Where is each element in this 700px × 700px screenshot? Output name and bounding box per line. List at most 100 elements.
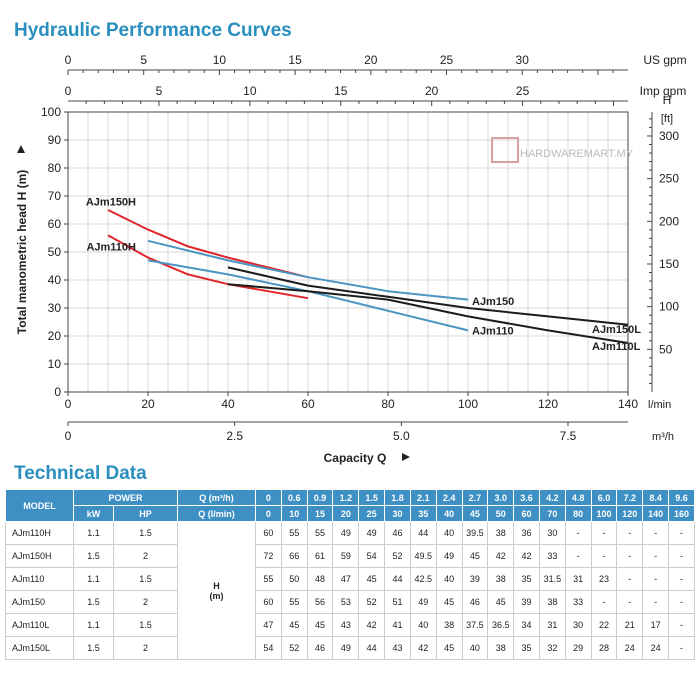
q-m3h-cell: 8.4 xyxy=(642,489,670,506)
value-cell: 35 xyxy=(513,636,540,660)
value-cell: - xyxy=(668,544,695,568)
value-cell: 55 xyxy=(280,590,308,614)
value-cell: 61 xyxy=(306,544,334,568)
feet-tick-label: 100 xyxy=(659,300,679,314)
value-cell: 49 xyxy=(435,544,463,568)
value-cell: 42 xyxy=(513,544,540,568)
feet-unit-label-bottom: [ft] xyxy=(661,113,673,125)
value-cell: 38 xyxy=(487,636,515,660)
q-m3h-header: Q (m³/h) xyxy=(177,489,257,506)
value-cell: - xyxy=(668,613,695,637)
value-cell: - xyxy=(564,521,592,545)
model-cell: AJm150H xyxy=(5,544,74,568)
value-cell: 38 xyxy=(435,613,463,637)
hp-cell: 2 xyxy=(112,544,179,568)
model-cell: AJm110H xyxy=(5,521,74,545)
m3h-unit-label: m³/h xyxy=(652,431,674,443)
feet-tick-label: 250 xyxy=(659,172,679,186)
value-cell: 60 xyxy=(255,521,282,545)
value-cell: - xyxy=(642,521,670,545)
imp-gpm-tick-label: 5 xyxy=(156,84,163,98)
watermark: HARDWAREMART.MY xyxy=(491,137,634,163)
x-axis-title: Capacity Q xyxy=(324,451,387,465)
q-m3h-cell: 4.2 xyxy=(538,489,566,506)
watermark-logo-icon xyxy=(491,137,519,163)
value-cell: 44 xyxy=(384,567,411,591)
us-gpm-tick-label: 25 xyxy=(440,53,454,67)
watermark-text: HARDWAREMART.MY xyxy=(520,148,634,160)
value-cell: 17 xyxy=(642,613,670,637)
value-cell: 40 xyxy=(435,567,463,591)
value-cell: 52 xyxy=(280,636,308,660)
value-cell: 54 xyxy=(358,544,386,568)
value-cell: 39 xyxy=(461,567,489,591)
y-axis-arrow-icon xyxy=(17,145,25,153)
value-cell: 45 xyxy=(358,567,386,591)
feet-tick-label: 150 xyxy=(659,257,679,271)
value-cell: 51 xyxy=(384,590,411,614)
value-cell: 30 xyxy=(564,613,592,637)
q-m3h-cell: 7.2 xyxy=(616,489,644,506)
q-lmin-cell: 30 xyxy=(384,505,411,522)
q-lmin-cell: 100 xyxy=(590,505,618,522)
x-unit-label: l/min xyxy=(648,399,671,411)
q-m3h-cell: 2.7 xyxy=(461,489,489,506)
y-tick-label: 100 xyxy=(41,105,61,119)
value-cell: - xyxy=(564,544,592,568)
value-cell: 60 xyxy=(255,590,282,614)
q-lmin-cell: 15 xyxy=(306,505,334,522)
value-cell: 24 xyxy=(642,636,670,660)
series-label: AJm150H xyxy=(86,197,136,209)
hp-cell: 1.5 xyxy=(112,567,179,591)
value-cell: 54 xyxy=(255,636,282,660)
model-cell: AJm110L xyxy=(5,613,74,637)
q-lmin-cell: 70 xyxy=(538,505,566,522)
value-cell: 44 xyxy=(409,521,437,545)
x-tick-label: 60 xyxy=(301,397,315,411)
m3h-tick-label: 7.5 xyxy=(560,429,577,443)
y-tick-label: 30 xyxy=(48,301,62,315)
kw-cell: 1.5 xyxy=(73,636,114,660)
value-cell: 72 xyxy=(255,544,282,568)
q-m3h-cell: 0.9 xyxy=(306,489,334,506)
value-cell: - xyxy=(590,590,618,614)
table-row: AJm110H 1.1 1.5 H (m) 60 55 55 49 49 46 44 40 39.5 38 3… xyxy=(5,521,695,660)
value-cell: 31.5 xyxy=(538,567,566,591)
feet-tick-label: 200 xyxy=(659,214,679,228)
value-cell: 46 xyxy=(461,590,489,614)
tech-data-title: Technical Data xyxy=(14,463,147,484)
value-cell: 23 xyxy=(590,567,618,591)
value-cell: 46 xyxy=(384,521,411,545)
q-m3h-cell: 3.6 xyxy=(513,489,540,506)
kw-header: kW xyxy=(73,505,114,522)
value-cell: 49 xyxy=(358,521,386,545)
value-cell: - xyxy=(642,567,670,591)
feet-tick-label: 300 xyxy=(659,129,679,143)
value-cell: - xyxy=(668,521,695,545)
value-cell: - xyxy=(590,544,618,568)
table-row: AJm110 1.1 1.5 55 50 48 47 45 44 42.5 40 39 38 35 31.5… xyxy=(5,567,695,591)
imp-gpm-tick-label: 0 xyxy=(65,84,72,98)
q-m3h-cell: 9.6 xyxy=(668,489,695,506)
series-line-ajm150h xyxy=(107,209,309,279)
chart-series xyxy=(107,209,629,344)
value-cell: 30 xyxy=(538,521,566,545)
series-label: AJm110 xyxy=(472,325,514,337)
kw-cell: 1.5 xyxy=(73,590,114,614)
x-tick-label: 100 xyxy=(458,397,478,411)
value-cell: 50 xyxy=(280,567,308,591)
q-m3h-cell: 2.4 xyxy=(435,489,463,506)
q-lmin-cell: 35 xyxy=(409,505,437,522)
value-cell: 53 xyxy=(332,590,360,614)
y-tick-label: 80 xyxy=(48,161,62,175)
series-line-ajm150 xyxy=(147,239,469,301)
y-tick-label: 20 xyxy=(48,329,62,343)
value-cell: 45 xyxy=(461,544,489,568)
us-gpm-unit-label: US gpm xyxy=(643,53,686,67)
chart-title: Hydraulic Performance Curves xyxy=(14,20,292,41)
value-cell: 49 xyxy=(332,521,360,545)
value-cell: 47 xyxy=(332,567,360,591)
table-header-row: MODEL POWER Q (m³/h) 0 0.6 0.9 1.2 1.5 1.8 2.1… xyxy=(5,489,695,522)
chart-series-labels: AJm150H AJm110H AJm150 AJm110 AJm150L AJm110L xyxy=(86,197,641,353)
series-line-ajm110l xyxy=(227,283,629,344)
